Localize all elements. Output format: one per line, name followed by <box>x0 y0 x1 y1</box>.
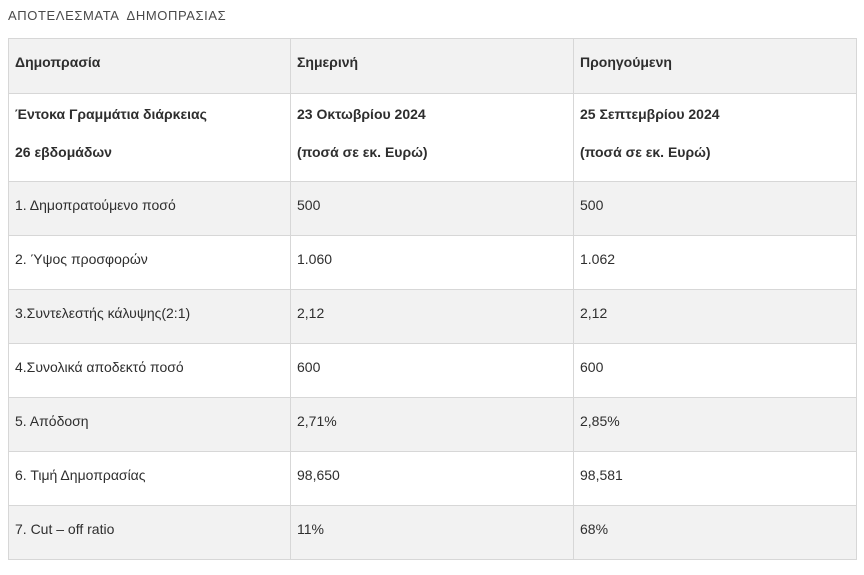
table-row-accepted-amount: 4.Συνολικά αποδεκτό ποσό 600 600 <box>8 343 857 398</box>
row-label: 3.Συντελεστής κάλυψης(2:1) <box>8 289 291 344</box>
row-label: 2. Ύψος προσφορών <box>8 235 291 290</box>
previous-date: 25 Σεπτεμβρίου 2024 <box>580 106 720 122</box>
instrument-line-2: 26 εβδομάδων <box>15 144 112 160</box>
row-value-previous: 500 <box>573 181 857 236</box>
table-row-yield: 5. Απόδοση 2,71% 2,85% <box>8 397 857 452</box>
header-cell-previous: Προηγούμενη <box>573 38 857 94</box>
row-value-current: 98,650 <box>290 451 574 506</box>
subheader-cell-instrument: Έντοκα Γραμμάτια διάρκειας 26 εβδομάδων <box>8 93 291 182</box>
header-cell-current: Σημερινή <box>290 38 574 94</box>
row-value-current: 1.060 <box>290 235 574 290</box>
row-label: 4.Συνολικά αποδεκτό ποσό <box>8 343 291 398</box>
table-row-auction-price: 6. Τιμή Δημοπρασίας 98,650 98,581 <box>8 451 857 506</box>
previous-units: (ποσά σε εκ. Ευρώ) <box>580 144 711 160</box>
row-value-current: 2,12 <box>290 289 574 344</box>
table-subheader-row: Έντοκα Γραμμάτια διάρκειας 26 εβδομάδων … <box>8 93 857 182</box>
row-value-current: 600 <box>290 343 574 398</box>
table-header-row: Δημοπρασία Σημερινή Προηγούμενη <box>8 38 857 94</box>
table-row-auctioned-amount: 1. Δημοπρατούμενο ποσό 500 500 <box>8 181 857 236</box>
row-label: 6. Τιμή Δημοπρασίας <box>8 451 291 506</box>
row-value-previous: 2,85% <box>573 397 857 452</box>
row-label: 5. Απόδοση <box>8 397 291 452</box>
table-row-coverage-ratio: 3.Συντελεστής κάλυψης(2:1) 2,12 2,12 <box>8 289 857 344</box>
subheader-cell-current-date: 23 Οκτωβρίου 2024 (ποσά σε εκ. Ευρώ) <box>290 93 574 182</box>
row-value-previous: 2,12 <box>573 289 857 344</box>
auction-results-table: Δημοπρασία Σημερινή Προηγούμενη Έντοκα Γ… <box>8 38 857 560</box>
row-value-previous: 600 <box>573 343 857 398</box>
subheader-cell-previous-date: 25 Σεπτεμβρίου 2024 (ποσά σε εκ. Ευρώ) <box>573 93 857 182</box>
table-row-cutoff-ratio: 7. Cut – off ratio 11% 68% <box>8 505 857 560</box>
row-value-current: 2,71% <box>290 397 574 452</box>
instrument-line-1: Έντοκα Γραμμάτια διάρκειας <box>15 106 207 122</box>
current-date: 23 Οκτωβρίου 2024 <box>297 106 426 122</box>
header-cell-auction: Δημοπρασία <box>8 38 291 94</box>
page-title: ΑΠΟΤΕΛΕΣΜΑΤΑ ΔΗΜΟΠΡΑΣΙΑΣ <box>8 8 227 23</box>
row-value-previous: 1.062 <box>573 235 857 290</box>
row-value-previous: 68% <box>573 505 857 560</box>
row-label: 1. Δημοπρατούμενο ποσό <box>8 181 291 236</box>
row-value-current: 11% <box>290 505 574 560</box>
current-units: (ποσά σε εκ. Ευρώ) <box>297 144 428 160</box>
row-label: 7. Cut – off ratio <box>8 505 291 560</box>
table-row-bids-amount: 2. Ύψος προσφορών 1.060 1.062 <box>8 235 857 290</box>
row-value-previous: 98,581 <box>573 451 857 506</box>
row-value-current: 500 <box>290 181 574 236</box>
